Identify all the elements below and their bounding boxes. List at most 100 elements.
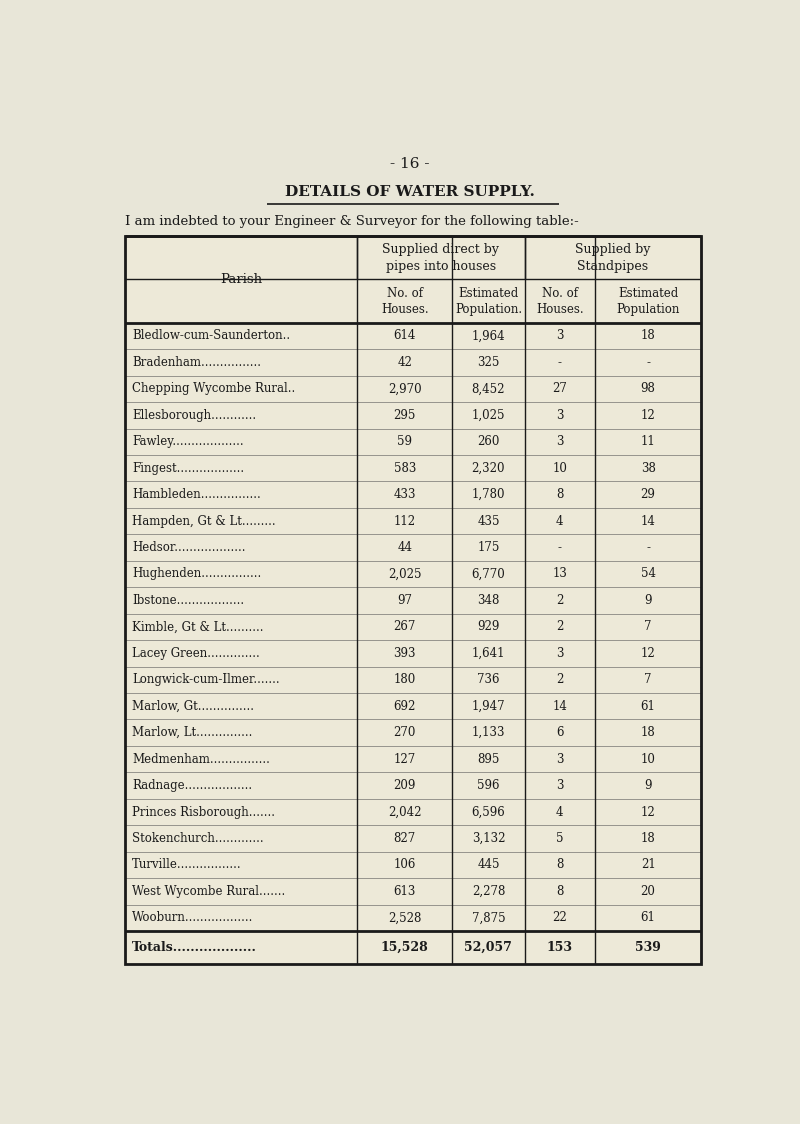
Text: Hedsor...................: Hedsor................... <box>132 541 246 554</box>
Text: -: - <box>558 356 562 369</box>
Text: Hambleden................: Hambleden................ <box>132 488 261 501</box>
Text: -: - <box>558 541 562 554</box>
Text: 435: 435 <box>477 515 500 527</box>
Text: 325: 325 <box>478 356 500 369</box>
Text: 9: 9 <box>644 593 652 607</box>
Text: 2,042: 2,042 <box>388 806 422 818</box>
Text: 11: 11 <box>641 435 655 448</box>
Text: 6,596: 6,596 <box>471 806 506 818</box>
Text: 2,320: 2,320 <box>472 462 505 474</box>
Text: 127: 127 <box>394 753 416 765</box>
Text: Estimated
Population.: Estimated Population. <box>455 287 522 316</box>
Text: 1,133: 1,133 <box>472 726 505 740</box>
Text: Ibstone..................: Ibstone.................. <box>132 593 244 607</box>
Text: 2,025: 2,025 <box>388 568 422 580</box>
Text: 2,278: 2,278 <box>472 885 505 898</box>
Text: 295: 295 <box>394 409 416 422</box>
Text: 8: 8 <box>556 885 563 898</box>
Text: DETAILS OF WATER SUPPLY.: DETAILS OF WATER SUPPLY. <box>285 185 535 199</box>
Text: Marlow, Gt...............: Marlow, Gt............... <box>132 700 254 713</box>
Text: 4: 4 <box>556 515 563 527</box>
Text: 12: 12 <box>641 646 655 660</box>
Text: 3: 3 <box>556 435 563 448</box>
Text: Estimated
Population: Estimated Population <box>616 287 680 316</box>
Text: 692: 692 <box>394 700 416 713</box>
Text: Medmenham................: Medmenham................ <box>132 753 270 765</box>
Text: 21: 21 <box>641 859 655 871</box>
Text: 1,641: 1,641 <box>472 646 505 660</box>
Text: 9: 9 <box>644 779 652 792</box>
Text: 106: 106 <box>394 859 416 871</box>
Text: 15,528: 15,528 <box>381 941 429 954</box>
Text: 7: 7 <box>644 673 652 687</box>
Text: 3,132: 3,132 <box>472 832 505 845</box>
Text: West Wycombe Rural.......: West Wycombe Rural....... <box>132 885 286 898</box>
Text: 1,780: 1,780 <box>472 488 505 501</box>
Text: 38: 38 <box>641 462 655 474</box>
Text: 13: 13 <box>552 568 567 580</box>
Text: Longwick-cum-Ilmer.......: Longwick-cum-Ilmer....... <box>132 673 280 687</box>
Text: 59: 59 <box>398 435 412 448</box>
Bar <box>125 236 702 964</box>
Text: 3: 3 <box>556 779 563 792</box>
Text: Radnage..................: Radnage.................. <box>132 779 252 792</box>
Text: 260: 260 <box>478 435 500 448</box>
Text: 267: 267 <box>394 620 416 634</box>
Text: 180: 180 <box>394 673 416 687</box>
Text: 6,770: 6,770 <box>471 568 506 580</box>
Text: 2,970: 2,970 <box>388 382 422 396</box>
Text: 613: 613 <box>394 885 416 898</box>
Text: 10: 10 <box>552 462 567 474</box>
Text: Supplied by
Standpipes: Supplied by Standpipes <box>575 243 651 273</box>
Text: 54: 54 <box>641 568 655 580</box>
Text: 1,025: 1,025 <box>472 409 505 422</box>
Text: Chepping Wycombe Rural..: Chepping Wycombe Rural.. <box>132 382 295 396</box>
Text: Supplied direct by
pipes into houses: Supplied direct by pipes into houses <box>382 243 499 273</box>
Text: 153: 153 <box>546 941 573 954</box>
Text: 596: 596 <box>477 779 500 792</box>
Text: 52,057: 52,057 <box>465 941 512 954</box>
Text: -: - <box>646 541 650 554</box>
Text: 44: 44 <box>398 541 412 554</box>
Text: Ellesborough............: Ellesborough............ <box>132 409 256 422</box>
Text: 3: 3 <box>556 646 563 660</box>
Text: 12: 12 <box>641 409 655 422</box>
Text: 2: 2 <box>556 593 563 607</box>
Text: 433: 433 <box>394 488 416 501</box>
Text: 1,947: 1,947 <box>472 700 506 713</box>
Text: 8: 8 <box>556 488 563 501</box>
Text: 175: 175 <box>478 541 500 554</box>
Text: 209: 209 <box>394 779 416 792</box>
Text: Wooburn..................: Wooburn.................. <box>132 912 254 924</box>
Text: Marlow, Lt...............: Marlow, Lt............... <box>132 726 253 740</box>
Text: 2: 2 <box>556 620 563 634</box>
Text: 20: 20 <box>641 885 655 898</box>
Text: 4: 4 <box>556 806 563 818</box>
Text: 895: 895 <box>478 753 500 765</box>
Text: No. of
Houses.: No. of Houses. <box>381 287 429 316</box>
Text: Stokenchurch.............: Stokenchurch............. <box>132 832 264 845</box>
Text: 112: 112 <box>394 515 416 527</box>
Text: 18: 18 <box>641 832 655 845</box>
Text: Hampden, Gt & Lt.........: Hampden, Gt & Lt......... <box>132 515 276 527</box>
Text: 5: 5 <box>556 832 563 845</box>
Text: Lacey Green..............: Lacey Green.............. <box>132 646 260 660</box>
Text: 7: 7 <box>644 620 652 634</box>
Text: - 16 -: - 16 - <box>390 156 430 171</box>
Text: 3: 3 <box>556 329 563 343</box>
Text: 736: 736 <box>477 673 500 687</box>
Text: 539: 539 <box>635 941 661 954</box>
Text: Fawley...................: Fawley................... <box>132 435 244 448</box>
Text: Princes Risborough.......: Princes Risborough....... <box>132 806 275 818</box>
Text: 827: 827 <box>394 832 416 845</box>
Text: 2,528: 2,528 <box>388 912 422 924</box>
Text: 393: 393 <box>394 646 416 660</box>
Text: 348: 348 <box>478 593 500 607</box>
Text: 14: 14 <box>552 700 567 713</box>
Text: 14: 14 <box>641 515 655 527</box>
Text: Totals...................: Totals................... <box>132 941 257 954</box>
Text: 3: 3 <box>556 409 563 422</box>
Text: -: - <box>646 356 650 369</box>
Text: 929: 929 <box>478 620 500 634</box>
Text: Fingest..................: Fingest.................. <box>132 462 244 474</box>
